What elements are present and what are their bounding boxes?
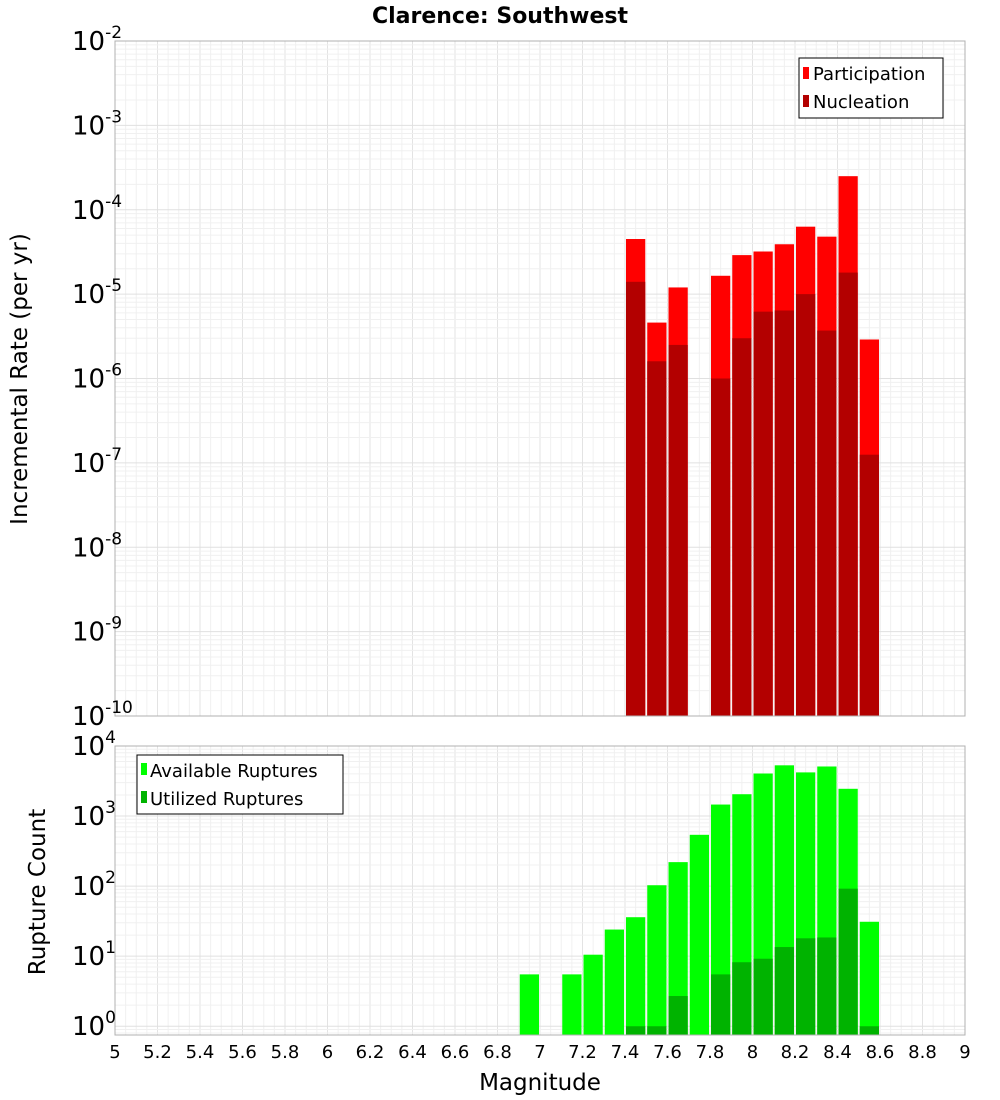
y-tick-label: 10-10 <box>72 698 133 732</box>
x-tick-label: 8 <box>747 1042 758 1063</box>
x-tick-label: 5.2 <box>143 1042 172 1063</box>
y-tick-label: 104 <box>72 728 116 762</box>
top-legend-box <box>798 57 944 119</box>
bar-utilized-ruptures <box>647 1026 667 1035</box>
bar-nucleation <box>732 338 752 716</box>
bottom-panel: 100 101 102 103 104 5 5.2 5.4 5.6 5.8 6 6.2 6.4 6.6 6… <box>25 728 971 1096</box>
x-tick-label: 8.8 <box>908 1042 937 1063</box>
legend-label-available: Available Ruptures <box>150 761 318 782</box>
bar-nucleation <box>859 454 879 716</box>
bar-nucleation <box>626 281 646 716</box>
x-tick-label: 6.6 <box>441 1042 470 1063</box>
bar-utilized-ruptures <box>774 947 794 1035</box>
x-tick-label: 8.4 <box>823 1042 852 1063</box>
x-tick-label: 7.2 <box>568 1042 597 1063</box>
x-tick-label: 5.6 <box>228 1042 257 1063</box>
x-tick-label: 8.6 <box>866 1042 895 1063</box>
bar-utilized-ruptures <box>796 938 816 1035</box>
x-tick-label: 7.4 <box>611 1042 640 1063</box>
top-gridlines <box>114 41 966 717</box>
bar-available-ruptures <box>604 929 624 1035</box>
y-tick-label: 10-5 <box>72 276 122 310</box>
bar-available-ruptures <box>689 834 709 1035</box>
legend-swatch-utilized <box>141 791 147 803</box>
top-y-axis-label: Incremental Rate (per yr) <box>7 233 33 525</box>
bar-available-ruptures <box>583 954 603 1035</box>
y-tick-label: 102 <box>72 868 116 902</box>
bar-utilized-ruptures <box>859 1026 879 1035</box>
bottom-bars <box>519 765 879 1035</box>
bar-available-ruptures <box>519 974 539 1035</box>
y-tick-label: 10-6 <box>72 361 122 395</box>
x-tick-label: 6.2 <box>356 1042 385 1063</box>
bottom-legend-box <box>136 754 344 815</box>
x-tick-label: 7 <box>534 1042 545 1063</box>
bar-nucleation <box>796 294 816 716</box>
x-tick-labels: 5 5.2 5.4 5.6 5.8 6 6.2 6.4 6.6 6.8 7 7.2 7.4 7.6 7.8 8… <box>109 1042 970 1063</box>
bar-utilized-ruptures <box>838 888 858 1035</box>
x-tick-label: 9 <box>959 1042 970 1063</box>
bar-available-ruptures <box>647 885 667 1035</box>
legend-swatch-nucleation <box>803 95 809 107</box>
legend-swatch-available <box>141 763 147 775</box>
bar-available-ruptures <box>626 917 646 1035</box>
bottom-legend: Available Ruptures Utilized Ruptures <box>136 754 344 815</box>
top-panel: 10-10 10-9 10-8 10-7 10-6 10-5 10-4 10-3 10-2 In… <box>7 23 966 732</box>
x-tick-label: 7.8 <box>696 1042 725 1063</box>
top-bars <box>626 176 879 717</box>
bar-utilized-ruptures <box>732 962 752 1035</box>
top-legend: Participation Nucleation <box>798 57 944 119</box>
y-tick-label: 10-9 <box>72 614 122 648</box>
x-tick-label: 8.2 <box>781 1042 810 1063</box>
bottom-plot-frame <box>114 745 966 1036</box>
bar-nucleation <box>774 310 794 716</box>
bar-nucleation <box>753 311 773 716</box>
y-tick-label: 101 <box>72 938 116 972</box>
x-tick-label: 5 <box>109 1042 120 1063</box>
y-tick-label: 10-3 <box>72 107 122 141</box>
bottom-y-tick-labels: 100 101 102 103 104 <box>72 728 116 1042</box>
top-plot-frame <box>114 40 966 717</box>
legend-label-nucleation: Nucleation <box>813 92 909 113</box>
x-axis-label: Magnitude <box>479 1070 601 1096</box>
x-tick-label: 7.6 <box>653 1042 682 1063</box>
bar-nucleation <box>711 378 731 716</box>
top-y-tick-labels: 10-10 10-9 10-8 10-7 10-6 10-5 10-4 10-3 10-2 <box>72 23 133 732</box>
legend-swatch-participation <box>803 67 809 79</box>
bar-available-ruptures <box>562 974 582 1035</box>
y-tick-label: 10-2 <box>72 23 122 57</box>
legend-label-participation: Participation <box>813 64 925 85</box>
bar-utilized-ruptures <box>668 996 688 1035</box>
x-tick-label: 6.8 <box>483 1042 512 1063</box>
legend-label-utilized: Utilized Ruptures <box>150 789 303 810</box>
bar-nucleation <box>838 272 858 716</box>
bar-utilized-ruptures <box>626 1026 646 1035</box>
bar-utilized-ruptures <box>817 937 837 1035</box>
y-tick-label: 10-8 <box>72 529 122 563</box>
bar-nucleation <box>668 344 688 716</box>
x-tick-label: 6.4 <box>398 1042 427 1063</box>
x-tick-label: 5.4 <box>186 1042 215 1063</box>
bar-utilized-ruptures <box>711 974 731 1035</box>
y-tick-label: 10-4 <box>72 192 122 226</box>
bar-utilized-ruptures <box>753 958 773 1035</box>
y-tick-label: 100 <box>72 1008 116 1042</box>
bottom-y-axis-label: Rupture Count <box>25 809 51 975</box>
bar-nucleation <box>647 361 667 716</box>
chart-title: Clarence: Southwest <box>372 4 629 29</box>
x-tick-label: 6 <box>322 1042 333 1063</box>
bar-nucleation <box>817 330 837 716</box>
y-tick-label: 103 <box>72 798 116 832</box>
x-tick-label: 5.8 <box>271 1042 300 1063</box>
bar-available-ruptures <box>859 921 879 1035</box>
bar-available-ruptures <box>668 862 688 1035</box>
y-tick-label: 10-7 <box>72 445 122 479</box>
